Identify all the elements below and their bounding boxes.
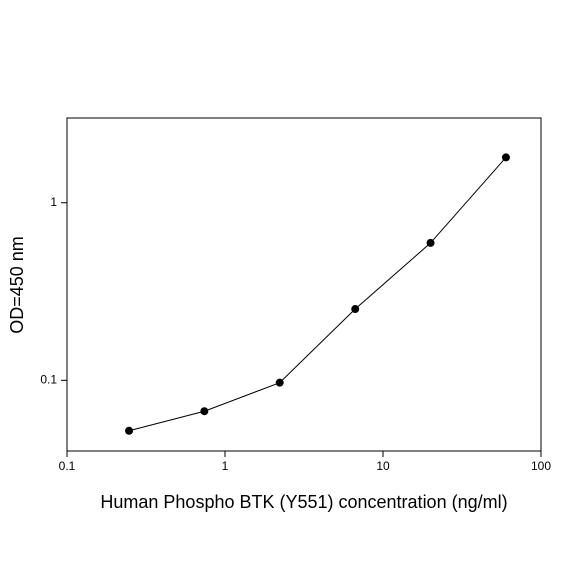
data-point <box>125 426 134 435</box>
x-tick-label: 100 <box>531 459 551 473</box>
data-point <box>426 238 435 247</box>
series-line <box>128 157 507 432</box>
plot-frame <box>66 117 542 452</box>
y-axis-label: OD=450 nm <box>7 236 27 334</box>
data-point <box>351 305 360 314</box>
y-tick-label: 1 <box>50 195 57 209</box>
data-point <box>200 407 209 416</box>
y-tick-label: 0.1 <box>40 373 57 387</box>
data-point <box>501 153 510 162</box>
x-tick-label: 1 <box>222 459 229 473</box>
x-tick-label: 10 <box>376 459 390 473</box>
x-tick-label: 0.1 <box>59 459 76 473</box>
x-axis-label: Human Phospho BTK (Y551) concentration (… <box>100 492 507 512</box>
data-point <box>275 378 284 387</box>
